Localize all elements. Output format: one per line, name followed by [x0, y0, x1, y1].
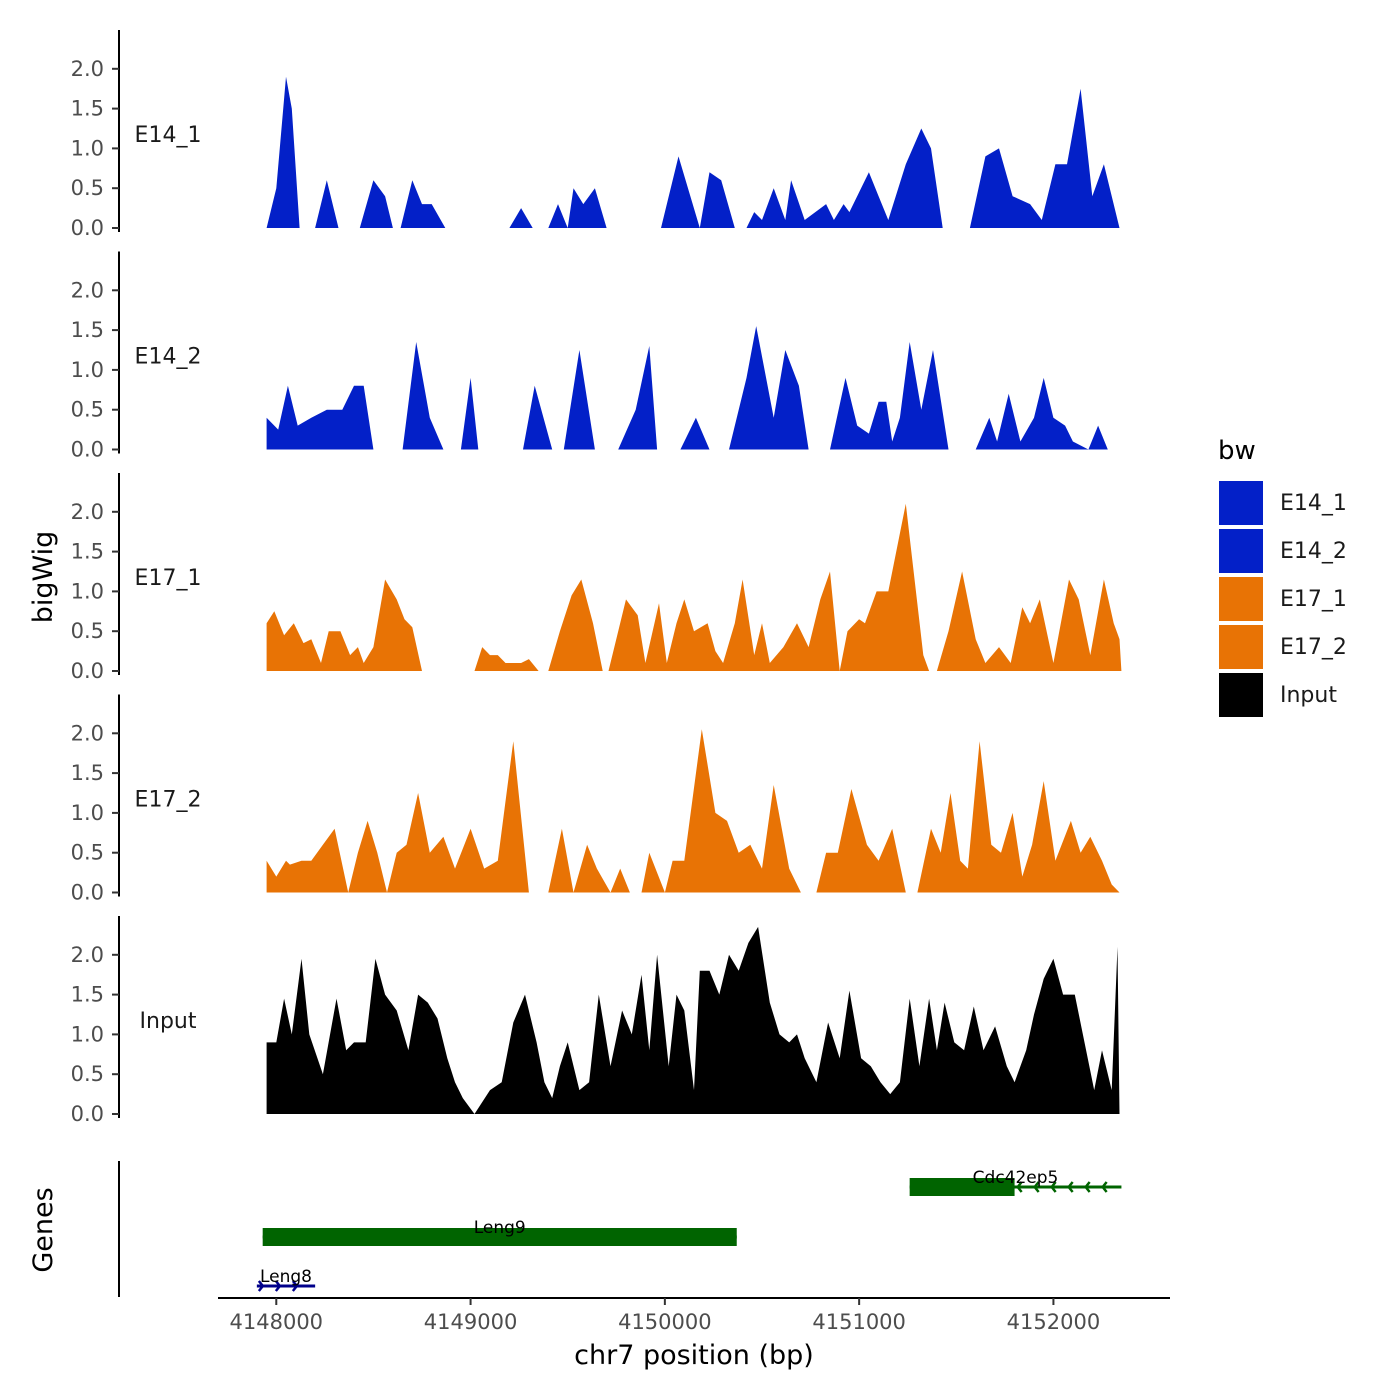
y-tick-label: 1.5	[71, 318, 104, 342]
y-tick-label: 2.0	[71, 500, 104, 524]
strand-arrow	[257, 1280, 265, 1292]
x-tick-label: 4151000	[812, 1310, 906, 1334]
y-tick-label: 0.0	[71, 216, 104, 240]
track-label: E14_2	[135, 345, 202, 370]
legend-label: Input	[1280, 683, 1337, 708]
y-tick-label: 1.5	[71, 983, 104, 1007]
coverage-tracks: 0.0 0.5 1.0 1.5 2.0 E14_1 0.0 0.5 1.0 1.5 2.0 E14_2…	[71, 30, 1122, 1126]
x-axis-title: chr7 position (bp)	[574, 1340, 814, 1371]
legend-swatch	[1217, 671, 1265, 719]
track-label: E17_2	[135, 788, 202, 813]
track-label: Input	[140, 1009, 197, 1034]
y-tick-label: 0.5	[71, 398, 104, 422]
y-axis-title: bigWig	[28, 531, 59, 624]
legend-label: E17_1	[1280, 587, 1347, 612]
x-tick-label: 4148000	[230, 1310, 324, 1334]
strand-arrow	[1067, 1181, 1074, 1193]
legend-label: E14_2	[1280, 539, 1347, 564]
x-tick-label: 4149000	[424, 1310, 518, 1334]
x-tick-label: 4150000	[618, 1310, 712, 1334]
y-tick-label: 0.0	[71, 438, 104, 462]
y-tick-label: 0.5	[71, 841, 104, 865]
strand-arrow	[291, 1280, 299, 1292]
y-tick-label: 0.0	[71, 659, 104, 683]
strand-arrow	[1016, 1181, 1023, 1193]
y-tick-label: 2.0	[71, 278, 104, 302]
y-tick-label: 1.0	[71, 136, 104, 160]
track-input: 0.0 0.5 1.0 1.5 2.0 Input	[71, 916, 1120, 1126]
strand-arrow	[1050, 1181, 1057, 1193]
gene-leng8: Leng8	[256, 1267, 316, 1292]
y-tick-label: 1.5	[71, 540, 104, 564]
y-tick-label: 0.5	[71, 619, 104, 643]
gene-cdc42ep5: Cdc42ep5	[909, 1168, 1122, 1196]
gene-exon	[909, 1178, 1015, 1196]
gene-label: Cdc42ep5	[973, 1168, 1059, 1188]
y-tick-label: 0.0	[71, 881, 104, 905]
legend-swatch	[1217, 479, 1265, 527]
y-tick-label: 1.5	[71, 97, 104, 121]
y-tick-label: 0.0	[71, 1102, 104, 1126]
y-tick-label: 1.0	[71, 1022, 104, 1046]
y-tick-label: 1.0	[71, 358, 104, 382]
gene-label: Leng8	[260, 1267, 312, 1287]
y-tick-label: 0.5	[71, 176, 104, 200]
legend-swatch	[1217, 527, 1265, 575]
strand-arrow	[1084, 1181, 1091, 1193]
x-tick-label: 4152000	[1007, 1310, 1101, 1334]
strand-arrow	[1101, 1181, 1108, 1193]
gene-exon	[262, 1228, 737, 1246]
legend: bw E14_1 E14_2 E17_1 E17_2 Input	[1217, 436, 1347, 719]
genes-axis-title: Genes	[28, 1187, 59, 1272]
strand-arrow	[1033, 1181, 1040, 1193]
legend-swatch	[1217, 623, 1265, 671]
coverage-area-input	[266, 926, 1120, 1114]
y-tick-label: 1.0	[71, 579, 104, 603]
y-tick-label: 2.0	[71, 943, 104, 967]
coverage-area-e14-2	[266, 326, 1120, 450]
track-label: E14_1	[135, 123, 202, 148]
y-tick-label: 1.5	[71, 761, 104, 785]
track-e14-1: 0.0 0.5 1.0 1.5 2.0 E14_1	[71, 30, 1120, 240]
y-tick-label: 1.0	[71, 801, 104, 825]
strand-arrow	[274, 1280, 282, 1292]
legend-swatch	[1217, 575, 1265, 623]
legend-title: bw	[1218, 436, 1256, 466]
genes-panel: Cdc42ep5 Leng9 Leng8	[118, 1161, 1122, 1297]
y-tick-label: 0.5	[71, 1062, 104, 1086]
coverage-area-e14-1	[266, 76, 1120, 228]
track-e17-2: 0.0 0.5 1.0 1.5 2.0 E17_2	[71, 694, 1120, 905]
y-tick-label: 2.0	[71, 721, 104, 745]
gene-label: Leng9	[474, 1218, 526, 1238]
track-label: E17_1	[135, 566, 202, 591]
coverage-area-e17-1	[266, 503, 1122, 671]
track-e14-2: 0.0 0.5 1.0 1.5 2.0 E14_2	[71, 251, 1120, 462]
track-e17-1: 0.0 0.5 1.0 1.5 2.0 E17_1	[71, 473, 1122, 683]
coverage-area-e17-2	[266, 729, 1120, 893]
y-tick-label: 2.0	[71, 57, 104, 81]
x-axis: 4148000 4149000 4150000 4151000 4152000	[218, 1297, 1170, 1334]
gene-leng9: Leng9	[262, 1218, 737, 1246]
legend-label: E17_2	[1280, 635, 1347, 660]
legend-label: E14_1	[1280, 491, 1347, 516]
